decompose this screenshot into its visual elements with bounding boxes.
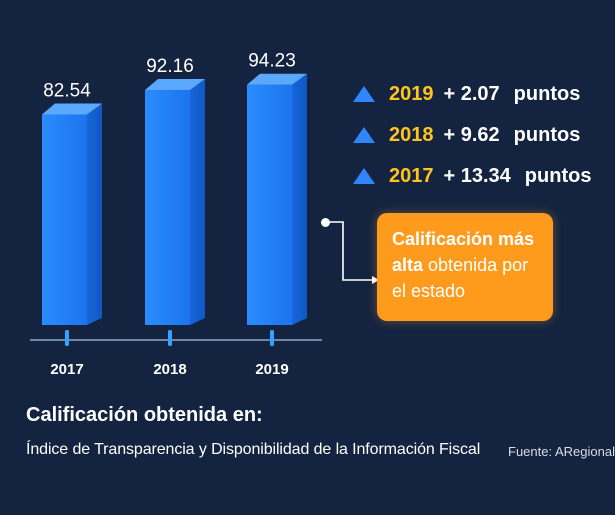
callout-line1: Calificación más (392, 229, 535, 249)
legend-year: 2018 (389, 123, 434, 146)
legend-unit: puntos (513, 123, 581, 146)
bar-side-2019 (292, 73, 307, 325)
bar-front-2019 (247, 84, 292, 325)
callout-dot (321, 218, 330, 227)
legend-item-2018: 2018 + 9.62 puntos (353, 121, 580, 149)
legend-unit: puntos (524, 164, 592, 187)
value-label-2018: 92.16 (146, 56, 194, 77)
bar-front-2018 (145, 89, 190, 325)
x-tick-label-2018: 2018 (153, 361, 186, 378)
bar-2017 (42, 103, 102, 325)
legend-delta: + 9.62 (443, 123, 500, 146)
footer-subtitle: Índice de Transparencia y Disponibilidad… (26, 441, 481, 458)
callout-highlight: alta (392, 255, 424, 275)
triangle-up-icon (353, 168, 375, 184)
callout-line3: el estado (392, 281, 466, 301)
triangle-up-icon (353, 86, 375, 102)
bar-top-2017 (42, 103, 102, 115)
bar-2018 (145, 78, 205, 325)
bar-top-2019 (247, 73, 307, 85)
bar-front-2017 (42, 114, 87, 325)
tick-marker-2017 (65, 330, 69, 346)
legend-year: 2017 (389, 164, 434, 187)
legend-year: 2019 (389, 82, 434, 105)
tick-marker-2018 (168, 330, 172, 346)
footer-title: Calificación obtenida en: (26, 404, 263, 426)
value-label-2017: 82.54 (43, 81, 91, 102)
x-tick-label-2017: 2017 (50, 361, 83, 378)
tick-marker-2019 (270, 330, 274, 346)
bar-side-2017 (87, 103, 102, 325)
bar-top-2018 (145, 78, 205, 90)
value-label-2019: 94.23 (248, 51, 296, 72)
legend-delta: + 2.07 (443, 82, 500, 105)
callout-text: Calificación más alta obtenida por el es… (392, 226, 552, 304)
legend-item-2017: 2017 + 13.34 puntos (353, 162, 591, 190)
bar-side-2018 (190, 78, 205, 325)
source-credit: Fuente: ARegional (508, 444, 615, 459)
triangle-up-icon (353, 127, 375, 143)
legend-item-2019: 2019 + 2.07 puntos (353, 80, 580, 108)
legend-unit: puntos (513, 82, 581, 105)
bar-2019 (247, 73, 307, 325)
callout-box (377, 213, 553, 321)
legend-delta: + 13.34 (443, 164, 511, 187)
x-tick-label-2019: 2019 (255, 361, 288, 378)
callout-rest: obtenida por (423, 255, 529, 275)
